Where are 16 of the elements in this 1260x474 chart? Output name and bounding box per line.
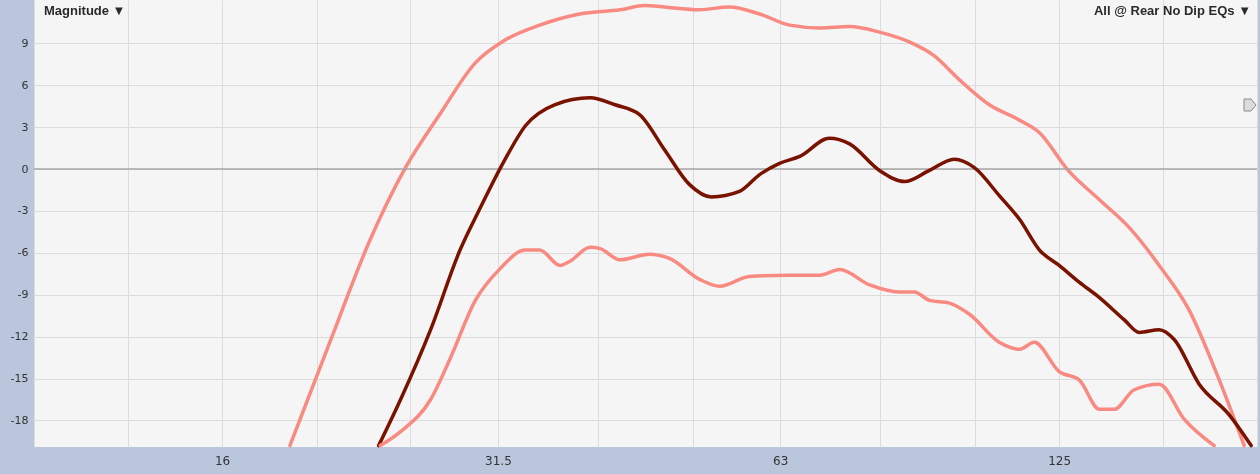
chart-title: Magnitude ▼ <box>44 3 126 18</box>
y-tick-label: 0 <box>21 162 29 176</box>
annotation: All @ Rear No Dip EQs ▼ <box>1093 3 1251 18</box>
y-tick-label: -9 <box>17 288 29 302</box>
y-tick-label: -3 <box>17 204 29 218</box>
x-tick-label: 31.5 <box>485 453 512 468</box>
y-tick-label: -18 <box>10 413 29 427</box>
y-tick-label: -15 <box>10 372 29 386</box>
y-tick-label: -12 <box>10 330 29 344</box>
x-tick-label: 63 <box>773 453 789 468</box>
x-tick-label: 125 <box>1048 453 1072 468</box>
y-tick-label: 6 <box>21 78 29 92</box>
y-tick-label: 9 <box>21 36 29 50</box>
x-tick-label: 16 <box>214 453 231 468</box>
y-tick-label: 3 <box>21 120 29 134</box>
y-tick-label: -6 <box>17 246 29 260</box>
